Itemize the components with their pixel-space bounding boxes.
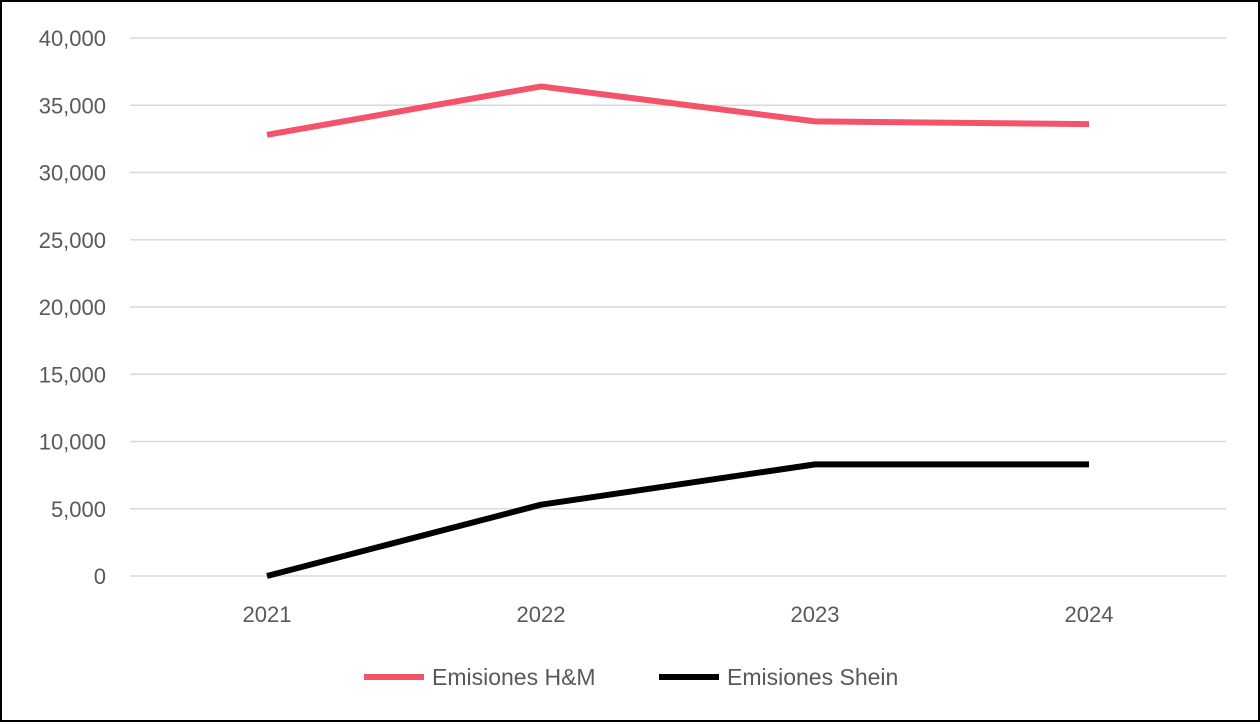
y-tick-label: 30,000 [39,161,106,186]
y-tick-label: 5,000 [51,497,106,522]
x-tick-label: 2024 [1065,602,1114,627]
x-tick-label: 2021 [243,602,292,627]
y-tick-label: 15,000 [39,362,106,387]
legend-label-1: Emisiones Shein [727,664,898,690]
legend: Emisiones H&M Emisiones Shein [364,664,898,690]
y-tick-label: 10,000 [39,430,106,455]
grid-layer [130,37,1226,577]
y-tick-label: 35,000 [39,93,106,118]
series-line-0 [266,83,1090,138]
y-tick-label: 0 [94,564,106,589]
x-tick-label: 2023 [791,602,840,627]
x-tick-label: 2022 [517,602,566,627]
series-layer [266,83,1090,579]
series-line-1 [266,461,1089,579]
x-axis-labels: 2021 2022 2023 2024 [243,602,1114,627]
y-axis-labels: 0 5,000 10,000 15,000 20,000 25,000 30,000 35,0… [39,26,106,589]
y-tick-label: 25,000 [39,228,106,253]
legend-label-0: Emisiones H&M [432,664,596,690]
y-tick-label: 40,000 [39,26,106,51]
y-tick-label: 20,000 [39,295,106,320]
